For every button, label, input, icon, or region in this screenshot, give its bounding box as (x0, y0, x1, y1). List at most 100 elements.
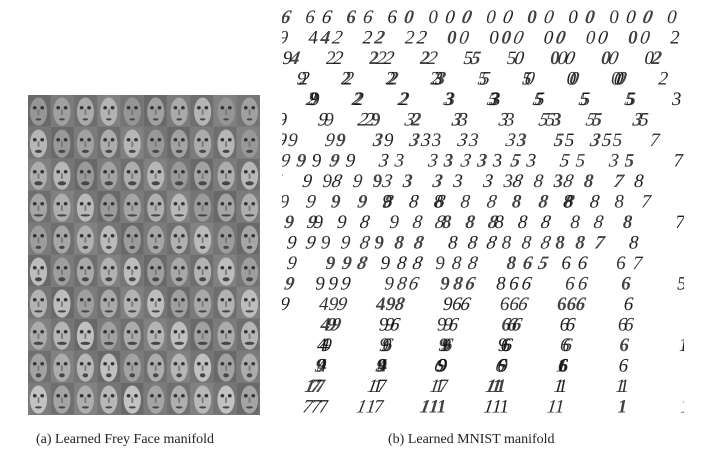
digit-cell: 1 (365, 397, 377, 416)
face-cell (144, 319, 167, 351)
digit-cell: 5 (507, 48, 517, 69)
digit-cell: 0 (584, 7, 597, 28)
digit-cell: 8 (634, 171, 645, 192)
face-cell (236, 95, 260, 127)
digit-cell: 8 (433, 192, 447, 213)
face-cell (51, 319, 74, 351)
digit-cell: 1 (555, 356, 568, 377)
digit-cell: 6 (320, 7, 334, 28)
digit-cell: 8 (562, 171, 576, 192)
face-cell (236, 383, 260, 415)
digit-cell: 9 (384, 130, 394, 151)
digit-cell: 6 (565, 315, 577, 336)
digit-cell: 2 (419, 48, 431, 69)
digit-cell: 5 (565, 130, 575, 151)
digit-cell: 6 (387, 7, 397, 28)
digit-cell: 6 (447, 315, 460, 336)
digit-cell: 9 (356, 192, 369, 213)
digit-cell: 0 (403, 7, 416, 28)
digit-cell: 0 (489, 28, 499, 49)
digit-cell: 9 (440, 335, 452, 356)
face-cell (190, 287, 213, 319)
digit-cell: 5 (531, 89, 545, 110)
digit-cell: 9 (282, 294, 292, 315)
face-cell (213, 383, 237, 415)
digit-cell: 8 (589, 192, 601, 213)
digit-cell: 3 (467, 130, 479, 151)
digit-cell: 7 (673, 151, 684, 172)
digit-cell: 6 (621, 274, 631, 295)
digit-cell: 8 (396, 253, 408, 274)
digit-cell: 6 (501, 335, 514, 356)
digit-cell: 6 (509, 274, 520, 295)
digit-cell: 1 (554, 397, 564, 416)
face-cell (28, 159, 51, 191)
digit-cell: 6 (496, 356, 508, 377)
digit-cell: 3 (407, 130, 422, 151)
digit-cell: 3 (630, 110, 644, 131)
digit-cell: 1 (303, 376, 317, 397)
digit-cell: 4 (377, 356, 388, 377)
digit-cell: 2 (340, 69, 352, 90)
digit-cell: 0 (542, 7, 555, 28)
digit-cell: 5 (626, 89, 636, 110)
digit-cell: 0 (600, 48, 611, 69)
digit-cell: 5 (509, 151, 523, 172)
digit-cell: 0 (550, 48, 560, 69)
face-cell (167, 383, 190, 415)
digit-cell: 9 (325, 315, 338, 336)
face-cell (144, 127, 167, 159)
digit-cell: 2 (649, 48, 663, 69)
digit-cell: 9 (328, 294, 340, 315)
face-cell (97, 255, 121, 287)
digit-cell: 0 (625, 7, 637, 28)
digit-cell: 2 (353, 89, 364, 110)
digit-cell: 3 (504, 110, 515, 131)
digit-cell: 0 (596, 28, 609, 49)
digit-cell: 0 (501, 7, 515, 28)
digit-cell: 0 (613, 69, 625, 90)
digit-cell: 2 (349, 89, 364, 110)
face-cell (28, 255, 51, 287)
digit-cell: 8 (394, 233, 405, 254)
digit-cell: 5 (522, 69, 533, 90)
digit-cell: 9 (324, 110, 334, 131)
digit-cell: 9 (325, 253, 336, 274)
digit-cell: 5 (577, 89, 590, 110)
digit-cell: 9 (374, 356, 387, 377)
digit-cell: 2 (331, 28, 345, 49)
digit-cell: 1 (558, 376, 568, 397)
digit-cell: 9 (322, 171, 332, 192)
digit-cell: 2 (386, 69, 400, 90)
digit-cell: 0 (568, 7, 578, 28)
digit-cell: 7 (377, 376, 388, 397)
digit-cell: 8 (358, 233, 372, 254)
digit-cell: 0 (511, 28, 525, 49)
digit-cell: 9 (313, 212, 323, 233)
face-cell (213, 319, 237, 351)
digit-cell: 3 (497, 110, 510, 131)
digit-cell: 5 (534, 89, 545, 110)
digit-cell: 6 (282, 7, 293, 28)
face-cell (213, 127, 237, 159)
face-cell (213, 223, 237, 255)
digit-cell: 1 (679, 335, 684, 356)
digit-cell: 8 (583, 171, 594, 192)
digit-cell: 3 (402, 110, 416, 131)
digit-cell: 2 (430, 69, 440, 90)
face-cell (167, 319, 190, 351)
digit-cell: 8 (433, 192, 443, 213)
digit-cell: 9 (385, 294, 396, 315)
digit-cell: 0 (644, 48, 655, 69)
digit-cell: 3 (433, 69, 448, 90)
digit-cell: 8 (555, 233, 565, 254)
face-cell (51, 351, 74, 383)
face-cell (28, 319, 51, 351)
digit-cell: 8 (563, 192, 573, 213)
digit-cell: 3 (492, 151, 503, 172)
face-cell (236, 223, 260, 255)
digit-cell: 3 (431, 69, 444, 90)
digit-cell: 3 (502, 171, 513, 192)
digit-cell: 0 (460, 7, 474, 28)
digit-cell: 3 (516, 130, 527, 151)
